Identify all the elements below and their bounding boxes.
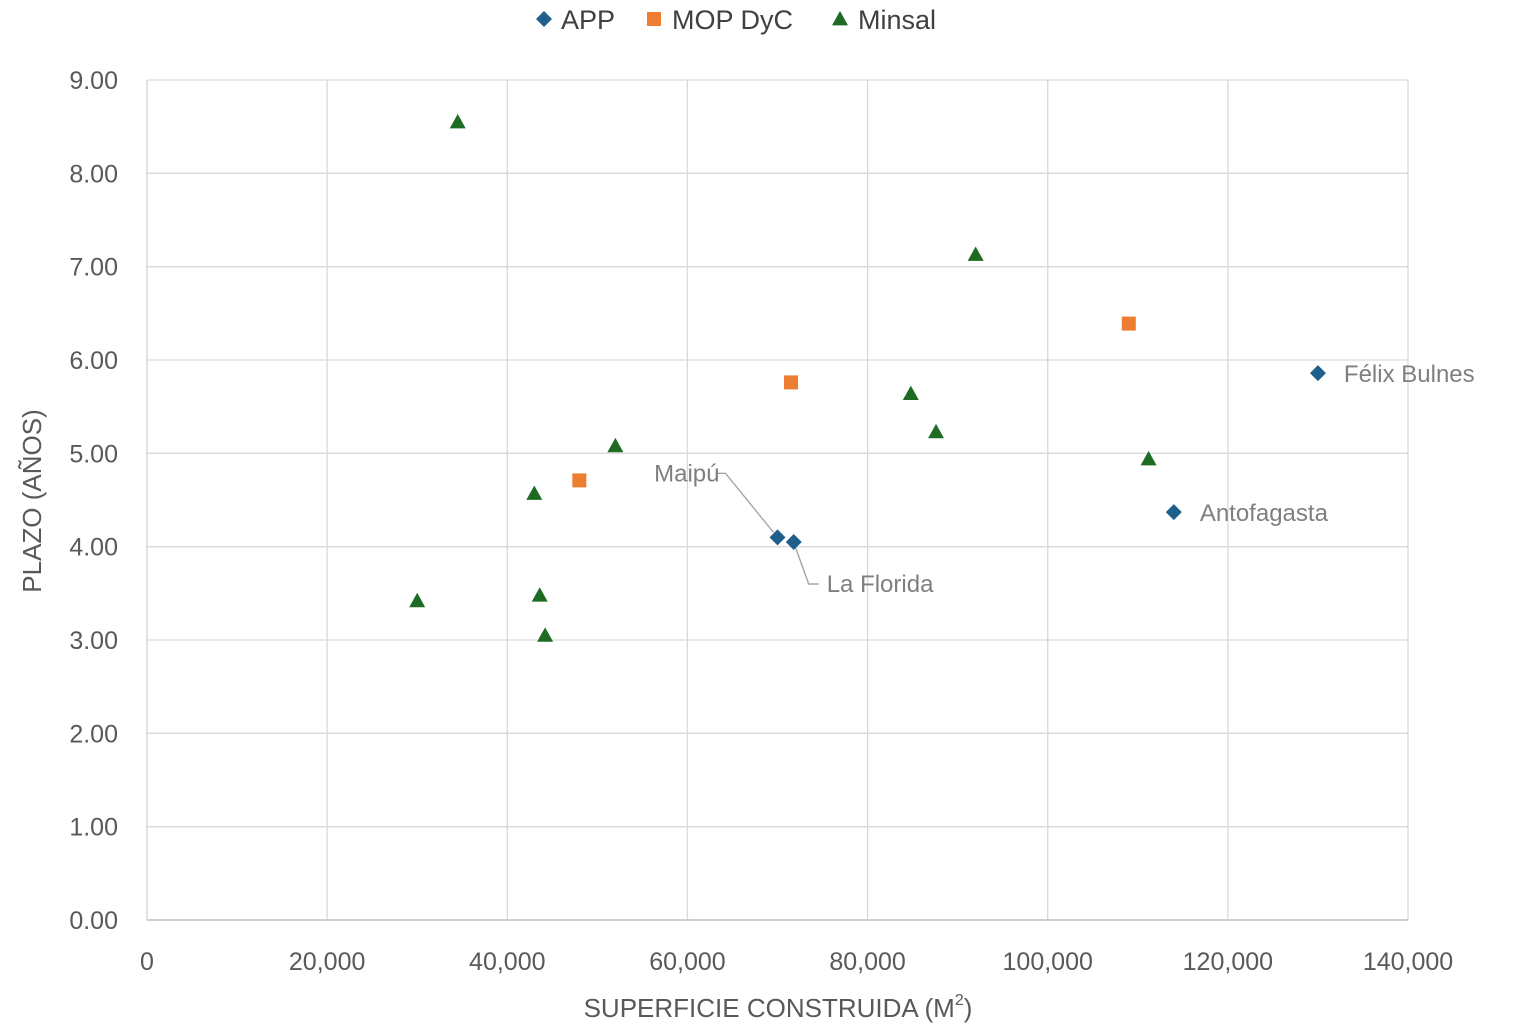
minsal-point [450,114,466,128]
data-label: La Florida [827,571,934,598]
legend-label-mop-dyc: MOP DyC [672,5,793,35]
mop-dyc-point [572,473,586,487]
y-tick-label: 5.00 [69,440,118,468]
minsal-point [537,627,553,641]
y-tick-label: 8.00 [69,160,118,188]
app-point [1310,365,1326,381]
data-label: Antofagasta [1200,500,1329,527]
app-point [770,529,786,545]
legend-label-app: APP [561,5,615,35]
y-axis-title: PLAZO (AÑOS) [17,409,47,592]
y-tick-label: 6.00 [69,347,118,375]
minsal-point [968,247,984,261]
leader-line [796,548,819,584]
y-tick-label: 1.00 [69,814,118,842]
legend-label-minsal: Minsal [858,5,936,35]
minsal-point [928,424,944,438]
mop-dyc-point [1122,317,1136,331]
x-axis-title-main: SUPERFICIE CONSTRUIDA (M [584,993,955,1023]
legend-marker-app [536,11,552,27]
legend-marker-mop-dyc [647,12,661,26]
annotation-leader-lines [716,473,819,584]
mop-dyc-point [784,375,798,389]
y-tick-label: 2.00 [69,720,118,748]
x-axis-title-close: ) [964,993,973,1023]
minsal-point [526,485,542,499]
point-annotations: Maipú La Florida Antofagasta Félix Bulnes [654,361,1475,598]
minsal-point [409,593,425,607]
x-axis-title: SUPERFICIE CONSTRUIDA (M2) [584,992,973,1023]
x-axis-title-superscript: 2 [955,992,964,1009]
legend: APP MOP DyC Minsal [536,5,936,35]
app-point [1166,504,1182,520]
x-tick-label: 140,000 [1363,948,1453,976]
y-tick-label: 3.00 [69,627,118,655]
x-tick-label: 20,000 [289,948,365,976]
y-tick-label: 0.00 [69,907,118,935]
x-tick-label: 80,000 [829,948,905,976]
x-tick-label: 100,000 [1003,948,1093,976]
y-tick-label: 4.00 [69,534,118,562]
leader-line [716,473,774,532]
legend-marker-minsal [832,11,848,25]
data-label: Félix Bulnes [1344,361,1475,388]
x-tick-label: 40,000 [469,948,545,976]
minsal-point [903,386,919,400]
x-tick-label: 120,000 [1183,948,1273,976]
data-label: Maipú [654,460,719,487]
minsal-point [532,587,548,601]
y-tick-label: 9.00 [69,67,118,95]
x-tick-label: 0 [140,948,154,976]
y-tick-label: 7.00 [69,254,118,282]
app-point [786,534,802,550]
minsal-point [607,438,623,452]
x-tick-label: 60,000 [649,948,725,976]
